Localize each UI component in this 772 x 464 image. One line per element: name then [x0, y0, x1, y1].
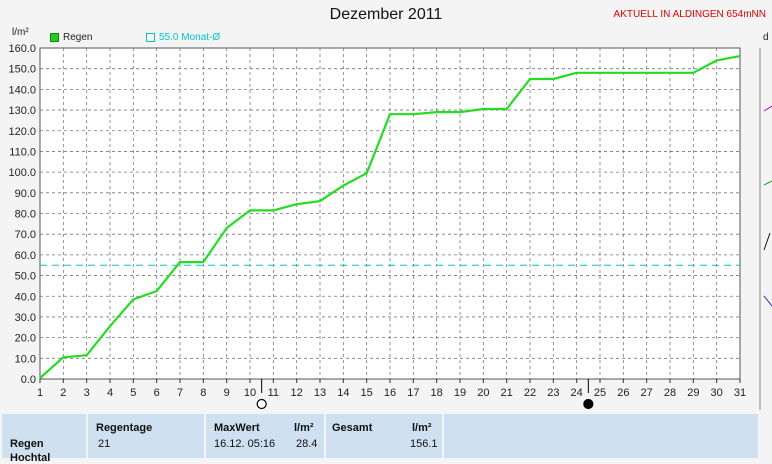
full-moon-icon: [256, 398, 267, 410]
y-tick-label: 100.0: [8, 167, 36, 179]
y-axis-unit: l/m²: [12, 27, 29, 38]
summary-row-label: Regen: [10, 438, 44, 450]
y-tick-label: 70.0: [15, 229, 36, 241]
x-tick-label: 20: [477, 387, 489, 399]
maxwert-unit: l/m²: [294, 422, 314, 434]
y-tick-label: 60.0: [15, 250, 36, 262]
x-tick-label: 14: [337, 387, 349, 399]
right-panel-mark: [763, 105, 772, 112]
series-line-regen: [39, 55, 741, 379]
legend-month-label: 55.0 Monat-Ø: [159, 32, 221, 43]
x-tick-label: 17: [407, 387, 419, 399]
x-tick-label: 18: [431, 387, 443, 399]
y-tick-label: 160.0: [8, 43, 36, 55]
x-tick-label: 22: [524, 387, 536, 399]
x-tick-label: 13: [314, 387, 326, 399]
x-tick-label: 21: [501, 387, 513, 399]
regentage-value: 21: [98, 438, 111, 450]
x-tick-label: 23: [547, 387, 559, 399]
y-tick-label: 120.0: [8, 126, 36, 138]
y-tick-label: 30.0: [15, 312, 36, 324]
summary-empty-cell: [442, 414, 758, 458]
legend-regen-label: Regen: [63, 32, 93, 43]
legend-regen: Regen: [50, 32, 92, 43]
new-moon-icon: [583, 398, 594, 410]
y-tick-label: 40.0: [15, 291, 36, 303]
maxwert-header: MaxWert: [214, 422, 260, 434]
y-tick-label: 20.0: [15, 333, 36, 345]
y-tick-label: 0.0: [21, 374, 36, 386]
summary-label-cell: Regen Hochtal: [0, 414, 86, 464]
x-tick-label: 11: [268, 387, 279, 399]
rain-chart: 0.0 10.0 20.0 30.0 40.0 50.0 60.0 70.0 80.0 90.0 1…: [8, 43, 772, 410]
right-panel-mark: [763, 180, 772, 186]
x-tick-label: 8: [200, 387, 206, 399]
y-tick-label: 150.0: [8, 64, 36, 76]
x-tick-label: 9: [224, 387, 230, 399]
x-tick-label: 26: [617, 387, 629, 399]
x-tick-label: 30: [711, 387, 723, 399]
x-tick-label: 5: [130, 387, 136, 399]
y-tick-label: 50.0: [15, 271, 36, 283]
x-tick-label: 19: [454, 387, 466, 399]
maxwert-time: 16.12. 05:16: [214, 438, 276, 450]
x-tick-label: 10: [244, 387, 256, 399]
maxwert-cell: MaxWert l/m² 16.12. 05:16 28.4: [204, 414, 324, 458]
maxwert-value: 28.4: [296, 438, 318, 450]
x-tick-label: 1: [37, 387, 43, 399]
x-tick-label: 3: [84, 387, 90, 399]
gesamt-header: Gesamt: [332, 422, 373, 434]
x-tick-label: 28: [664, 387, 676, 399]
regentage-cell: Regentage 21: [86, 414, 204, 458]
y-tick-label: 130.0: [8, 105, 36, 117]
right-panel-cut-text: d: [763, 32, 769, 43]
x-tick-label: 4: [107, 387, 113, 399]
x-tick-label: 25: [594, 387, 606, 399]
x-tick-label: 15: [361, 387, 373, 399]
right-panel-mark: [763, 232, 771, 251]
x-tick-label: 16: [384, 387, 396, 399]
legend-month-swatch: [146, 33, 155, 42]
x-tick-label: 31: [734, 387, 746, 399]
y-tick-label: 90.0: [15, 188, 36, 200]
gesamt-unit: l/m²: [412, 422, 432, 434]
x-tick-label: 6: [154, 387, 160, 399]
x-tick-label: 29: [687, 387, 699, 399]
legend-month-avg: 55.0 Monat-Ø: [146, 32, 220, 43]
x-tick-label: 24: [571, 387, 583, 399]
y-tick-label: 140.0: [8, 84, 36, 96]
y-tick-label: 80.0: [15, 209, 36, 221]
legend-regen-swatch: [50, 33, 59, 42]
y-tick-label: 110.0: [9, 146, 36, 158]
gesamt-cell: Gesamt l/m² 156.1: [324, 414, 442, 458]
y-tick-label: 10.0: [15, 353, 36, 365]
x-tick-label: 2: [60, 387, 66, 399]
x-tick-label: 7: [177, 387, 183, 399]
station-label: AKTUELL IN ALDINGEN 654mNN: [613, 9, 766, 20]
regentage-header: Regentage: [96, 422, 153, 434]
x-tick-label: 27: [641, 387, 653, 399]
x-tick-label: 12: [291, 387, 303, 399]
chart-title: Dezember 2011: [329, 6, 443, 23]
right-panel-mark: [763, 295, 772, 307]
summary-table: Regen Hochtal Regentage 21 MaxWert l/m² …: [0, 414, 772, 464]
gesamt-value: 156.1: [410, 438, 438, 450]
summary-row-label-2: Hochtal: [10, 452, 51, 464]
